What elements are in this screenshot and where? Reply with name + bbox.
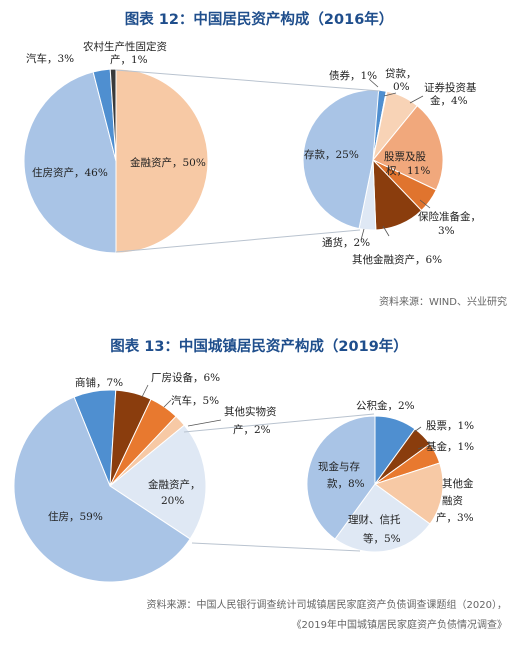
breakdown-pie-2016 xyxy=(302,89,444,231)
chart-2019: 图表 13：中国城镇居民资产构成（2019年） 商铺，7% 厂房设备，6% 汽车… xyxy=(13,337,507,631)
leader-factory-2019 xyxy=(141,384,149,398)
main-2016-slice-3 xyxy=(109,68,117,162)
label-stock-2016-line1: 股票及股 xyxy=(384,151,426,163)
brk-2019-slice-3 xyxy=(373,462,444,525)
label-cash-2019-line2: 款，8% xyxy=(327,477,365,490)
connector-top-2016 xyxy=(115,69,381,92)
breakdown-pie-2019 xyxy=(306,415,444,553)
connector-top-2019 xyxy=(183,413,375,433)
leader-fundb-2019 xyxy=(417,446,424,450)
label-fund-2016-line2: 金，4% xyxy=(430,94,468,107)
label-other-2016: 其他金融资产，6% xyxy=(352,253,442,266)
connector-bottom-2016 xyxy=(115,229,361,253)
label-loan-2016-line1: 贷款， xyxy=(385,67,417,80)
brk-2019-slice-5 xyxy=(306,415,376,540)
brk-2019-slice-4 xyxy=(334,483,431,553)
chart-2016-source: 资料来源：WIND、兴业研究 xyxy=(379,295,507,308)
label-currency-2016: 通货，2% xyxy=(322,236,370,249)
chart-2019-title: 图表 13：中国城镇居民资产构成（2019年） xyxy=(110,337,408,355)
main-2016-slice-1 xyxy=(23,71,117,254)
label-cash-2019-line1: 现金与存 xyxy=(318,460,360,473)
main-2019-slice-5 xyxy=(13,396,191,583)
label-stock-2016-line2: 权，11% xyxy=(386,164,430,177)
leader-stock-2019 xyxy=(413,426,422,433)
leader-fund-2016 xyxy=(409,95,424,104)
main-pie-2019 xyxy=(13,389,207,583)
label-fundb-2019: 基金，1% xyxy=(426,440,474,453)
label-shop-2019: 商铺，7% xyxy=(75,376,123,389)
chart-2019-source-line2: 《2019年中国城镇居民家庭资产负债情况调查》 xyxy=(292,618,507,631)
label-deposit-2016: 存款，25% xyxy=(304,148,359,161)
main-2016-slice-0 xyxy=(115,68,209,254)
label-housing-2016: 住房资产，46% xyxy=(32,166,108,179)
label-wealth-2019-line1: 理财、信托 xyxy=(348,513,401,526)
label-otherfin-2019-line3: 产，3% xyxy=(436,511,474,524)
label-otherphys-2019-line1: 其他实物资 xyxy=(224,405,277,418)
label-car-2019: 汽车，5% xyxy=(171,394,219,407)
leader-other-2016 xyxy=(382,225,390,237)
label-wealth-2019-line2: 等，5% xyxy=(363,532,401,545)
chart-2019-source-line1: 资料来源：中国人民银行调查统计司城镇居民家庭资产负债调查课题组（2020）， xyxy=(147,598,507,611)
brk-2016-slice-7 xyxy=(302,89,380,230)
label-hpf-2019: 公积金，2% xyxy=(356,399,415,412)
label-financial-2016: 金融资产，50% xyxy=(130,156,206,169)
label-loan-2016-line2: 0% xyxy=(393,81,410,93)
leader-otherphys-2019 xyxy=(187,419,222,427)
leader-insurance-2016 xyxy=(419,199,431,209)
leader-currency-2016 xyxy=(360,228,365,241)
brk-2016-slice-3 xyxy=(372,105,444,191)
connector-bottom-2019 xyxy=(191,542,361,552)
label-bond-2016: 债券，1% xyxy=(329,69,377,82)
leader-loan-2016 xyxy=(383,92,397,97)
chart-2016: 图表 12：中国居民资产构成（2016年） 汽车，3% 农村生产性固定资 产，1… xyxy=(23,10,507,308)
label-financial-2019-line2: 20% xyxy=(161,495,184,507)
label-stock-2019: 股票，1% xyxy=(426,420,474,432)
label-rural-2016-line2: 产，1% xyxy=(110,53,148,66)
chart-2016-title: 图表 12：中国居民资产构成（2016年） xyxy=(125,10,394,28)
main-2019-slice-4 xyxy=(109,424,207,540)
label-insurance-2016-line1: 保险准备金， xyxy=(418,210,481,223)
label-factory-2019: 厂房设备，6% xyxy=(151,371,220,384)
label-fund-2016-line1: 证券投资基 xyxy=(424,81,477,94)
label-insurance-2016-line2: 3% xyxy=(438,225,455,237)
label-housing-2019: 住房，59% xyxy=(48,510,103,523)
leader-bond-2016 xyxy=(368,78,379,88)
label-rural-2016-line1: 农村生产性固定资 xyxy=(83,40,167,53)
main-pie-2016 xyxy=(23,68,209,254)
label-car-2016: 汽车，3% xyxy=(26,52,74,65)
label-financial-2019-line1: 金融资产， xyxy=(148,478,201,491)
label-otherfin-2019-line2: 融资 xyxy=(442,495,463,507)
leader-car-2019 xyxy=(163,399,172,408)
label-otherphys-2019-line2: 产，2% xyxy=(233,423,271,436)
label-otherfin-2019-line1: 其他金 xyxy=(442,477,474,490)
